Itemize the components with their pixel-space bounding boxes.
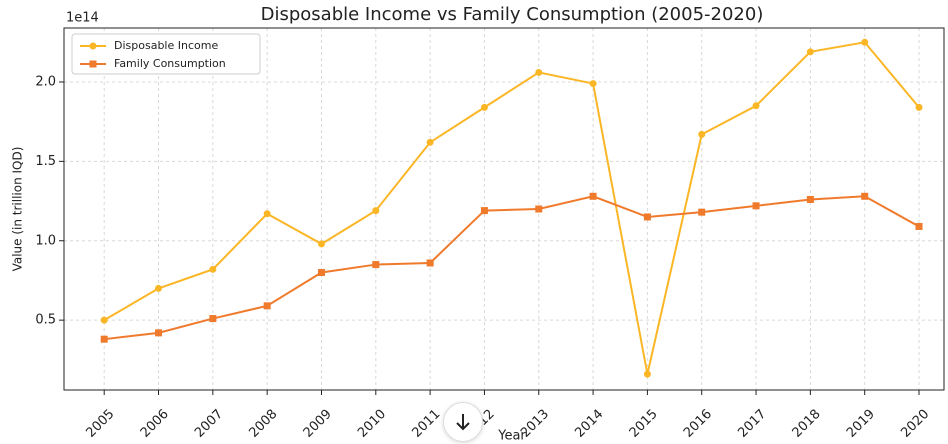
point xyxy=(643,213,651,221)
point xyxy=(426,138,434,146)
legend-box xyxy=(71,33,261,75)
x-tick-label: 2005 xyxy=(83,407,117,441)
point xyxy=(806,195,814,203)
point xyxy=(480,207,488,215)
y-tick-label: 0.5 xyxy=(35,313,56,328)
point xyxy=(589,192,597,200)
point xyxy=(155,284,163,292)
point xyxy=(589,80,597,88)
x-tick-label: 2014 xyxy=(572,407,606,441)
x-tick-label: 2017 xyxy=(735,407,769,441)
x-tick-label: 2015 xyxy=(627,407,661,441)
legend-label: Family Consumption xyxy=(114,57,226,70)
plot-frame xyxy=(63,27,945,391)
point xyxy=(643,370,651,378)
point xyxy=(480,103,488,111)
x-tick-label: 2016 xyxy=(681,407,715,441)
point xyxy=(698,130,706,138)
x-tick-label: 2011 xyxy=(409,407,443,441)
legend-marker xyxy=(89,42,97,50)
y-offset-label: 1e14 xyxy=(66,11,99,26)
x-tick-label: 2010 xyxy=(355,407,389,441)
point xyxy=(263,210,271,218)
chart-title: Disposable Income vs Family Consumption … xyxy=(261,4,764,25)
point xyxy=(861,38,869,46)
legend-marker xyxy=(89,60,97,68)
point xyxy=(209,315,217,323)
y-axis-label: Value (in trillion IQD) xyxy=(11,147,25,272)
point xyxy=(372,261,380,269)
point xyxy=(915,103,923,111)
x-tick-label: 2013 xyxy=(518,407,552,441)
point xyxy=(317,240,325,248)
point xyxy=(209,265,217,273)
point xyxy=(317,269,325,277)
y-tick-label: 1.5 xyxy=(35,154,56,169)
point xyxy=(155,329,163,337)
point xyxy=(100,335,108,343)
x-tick-label: 2019 xyxy=(844,407,878,441)
point xyxy=(372,207,380,215)
point xyxy=(698,208,706,216)
x-tick-label: 2018 xyxy=(790,407,824,441)
point xyxy=(100,316,108,324)
point xyxy=(535,205,543,213)
point xyxy=(752,102,760,110)
y-tick-label: 2.0 xyxy=(35,74,56,89)
point xyxy=(426,259,434,267)
scroll-down-button[interactable] xyxy=(443,402,483,442)
x-tick-label: 2008 xyxy=(246,407,280,441)
point xyxy=(535,68,543,76)
x-tick-label: 2006 xyxy=(138,407,172,441)
x-tick-label: 2009 xyxy=(301,407,335,441)
point xyxy=(752,202,760,210)
legend-label: Disposable Income xyxy=(114,39,218,52)
series-line xyxy=(103,41,920,375)
x-tick-label: 2007 xyxy=(192,407,226,441)
point xyxy=(263,302,271,310)
point xyxy=(806,48,814,56)
y-tick-label: 1.0 xyxy=(35,233,56,248)
x-axis-label: Year xyxy=(497,429,526,444)
x-tick-label: 2020 xyxy=(898,407,932,441)
arrow-icon xyxy=(456,414,470,431)
series-line xyxy=(104,195,920,341)
point xyxy=(915,222,923,230)
point xyxy=(861,192,869,200)
